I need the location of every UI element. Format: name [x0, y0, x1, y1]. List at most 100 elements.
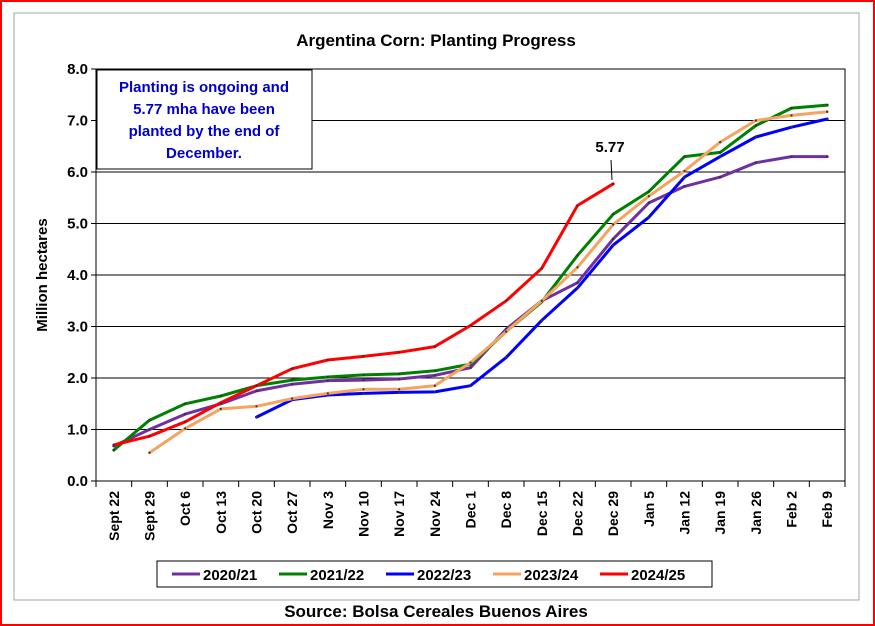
data-point: [790, 114, 793, 117]
series-2024-25: [112, 182, 615, 447]
y-tick-label: 3.0: [67, 319, 88, 336]
data-point: [576, 281, 579, 284]
data-point: [719, 155, 722, 158]
data-point: [398, 372, 401, 375]
data-point: [754, 161, 757, 164]
data-point: [326, 379, 329, 382]
data-point: [112, 443, 115, 447]
data-point: [683, 176, 686, 179]
data-point: [683, 169, 686, 173]
data-point: [719, 176, 722, 179]
x-tick-label: Nov 24: [427, 491, 443, 537]
data-point: [326, 358, 329, 362]
data-point: [790, 107, 793, 110]
data-point: [576, 254, 579, 257]
data-point: [255, 389, 258, 392]
data-point: [398, 351, 401, 354]
data-point: [362, 378, 365, 382]
data-point: [612, 237, 615, 241]
x-axis-ticks: Sept 22 Sept 29 Oct 6 Oct 13 Oct 20 Oct 27 Nov…: [95, 481, 846, 541]
x-tick-label: Dec 22: [570, 491, 586, 536]
data-point: [683, 185, 686, 188]
data-point: [398, 388, 401, 391]
x-tick-label: Oct 6: [177, 491, 193, 526]
data-point: [754, 119, 757, 122]
data-point: [612, 223, 615, 226]
data-point: [433, 390, 436, 394]
data-point: [291, 367, 294, 370]
x-tick-label: Dec 1: [463, 491, 479, 529]
data-point: [505, 330, 508, 333]
data-point: [754, 124, 757, 127]
series-line: [148, 110, 829, 455]
y-tick-label: 2.0: [67, 370, 88, 387]
callout-line-2: 5.77 mha have been: [133, 101, 275, 118]
data-point: [612, 182, 615, 185]
data-point: [255, 416, 258, 419]
data-point: [219, 401, 222, 404]
callout-line-3: planted by the end of: [129, 123, 281, 140]
y-tick-label: 4.0: [67, 267, 88, 284]
data-point: [612, 213, 615, 216]
data-point: [826, 155, 829, 158]
data-point: [754, 135, 757, 139]
x-tick-label: Dec 29: [605, 491, 621, 536]
x-tick-label: Dec 8: [498, 491, 514, 529]
data-point: [612, 244, 615, 247]
callout-box: Planting is ongoing and 5.77 mha have be…: [96, 69, 313, 170]
x-tick-label: Jan 5: [641, 491, 657, 527]
last-value-leader: [610, 159, 613, 181]
legend-label: 2024/25: [631, 567, 685, 584]
y-axis-ticks: 0.0 1.0 2.0 3.0 4.0 5.0 6.0 7.0 8.0: [67, 61, 96, 490]
data-point: [255, 405, 258, 408]
data-point: [255, 384, 258, 387]
data-point: [647, 201, 650, 204]
data-point: [291, 397, 294, 400]
x-tick-label: Nov 10: [356, 491, 372, 537]
data-point: [291, 378, 294, 382]
data-point: [219, 407, 222, 410]
data-point: [540, 319, 543, 322]
legend-label: 2023/24: [524, 567, 579, 584]
legend-items: 2020/21 2021/22 2022/23 2023/24 2024/25: [172, 567, 685, 584]
data-point: [433, 374, 436, 377]
data-point: [505, 299, 508, 302]
x-tick-label: Oct 13: [213, 491, 229, 534]
data-point: [112, 449, 115, 452]
y-tick-label: 1.0: [67, 422, 88, 439]
callout-line-4: December.: [166, 145, 242, 162]
y-tick-label: 7.0: [67, 113, 88, 130]
data-point: [362, 355, 365, 358]
data-point: [469, 324, 472, 327]
data-point: [398, 377, 401, 381]
x-tick-label: Jan 19: [712, 491, 728, 535]
data-point: [505, 356, 508, 359]
y-axis-label: Million hectares: [34, 218, 51, 331]
data-point: [469, 366, 472, 369]
data-point: [362, 373, 365, 377]
x-tick-label: Oct 27: [284, 491, 300, 534]
data-point: [219, 394, 222, 398]
data-point: [148, 435, 151, 438]
data-point: [469, 384, 472, 387]
data-point: [576, 286, 579, 289]
x-tick-label: Sept 29: [142, 491, 158, 541]
x-tick-label: Oct 20: [249, 491, 265, 534]
callout-line-1: Planting is ongoing and: [119, 79, 289, 96]
chart-title: Argentina Corn: Planting Progress: [296, 31, 576, 50]
data-point: [433, 369, 436, 372]
data-point: [719, 151, 722, 154]
data-point: [326, 375, 329, 379]
data-point: [647, 195, 650, 198]
data-point: [826, 110, 829, 113]
legend-label: 2020/21: [203, 567, 257, 584]
data-point: [433, 345, 436, 348]
x-tick-label: Jan 12: [677, 491, 693, 535]
data-point: [148, 419, 151, 422]
data-point: [469, 361, 472, 364]
data-point: [540, 267, 543, 270]
legend-label: 2021/22: [310, 567, 364, 584]
y-tick-label: 0.0: [67, 473, 88, 490]
x-tick-label: Feb 9: [819, 491, 835, 528]
